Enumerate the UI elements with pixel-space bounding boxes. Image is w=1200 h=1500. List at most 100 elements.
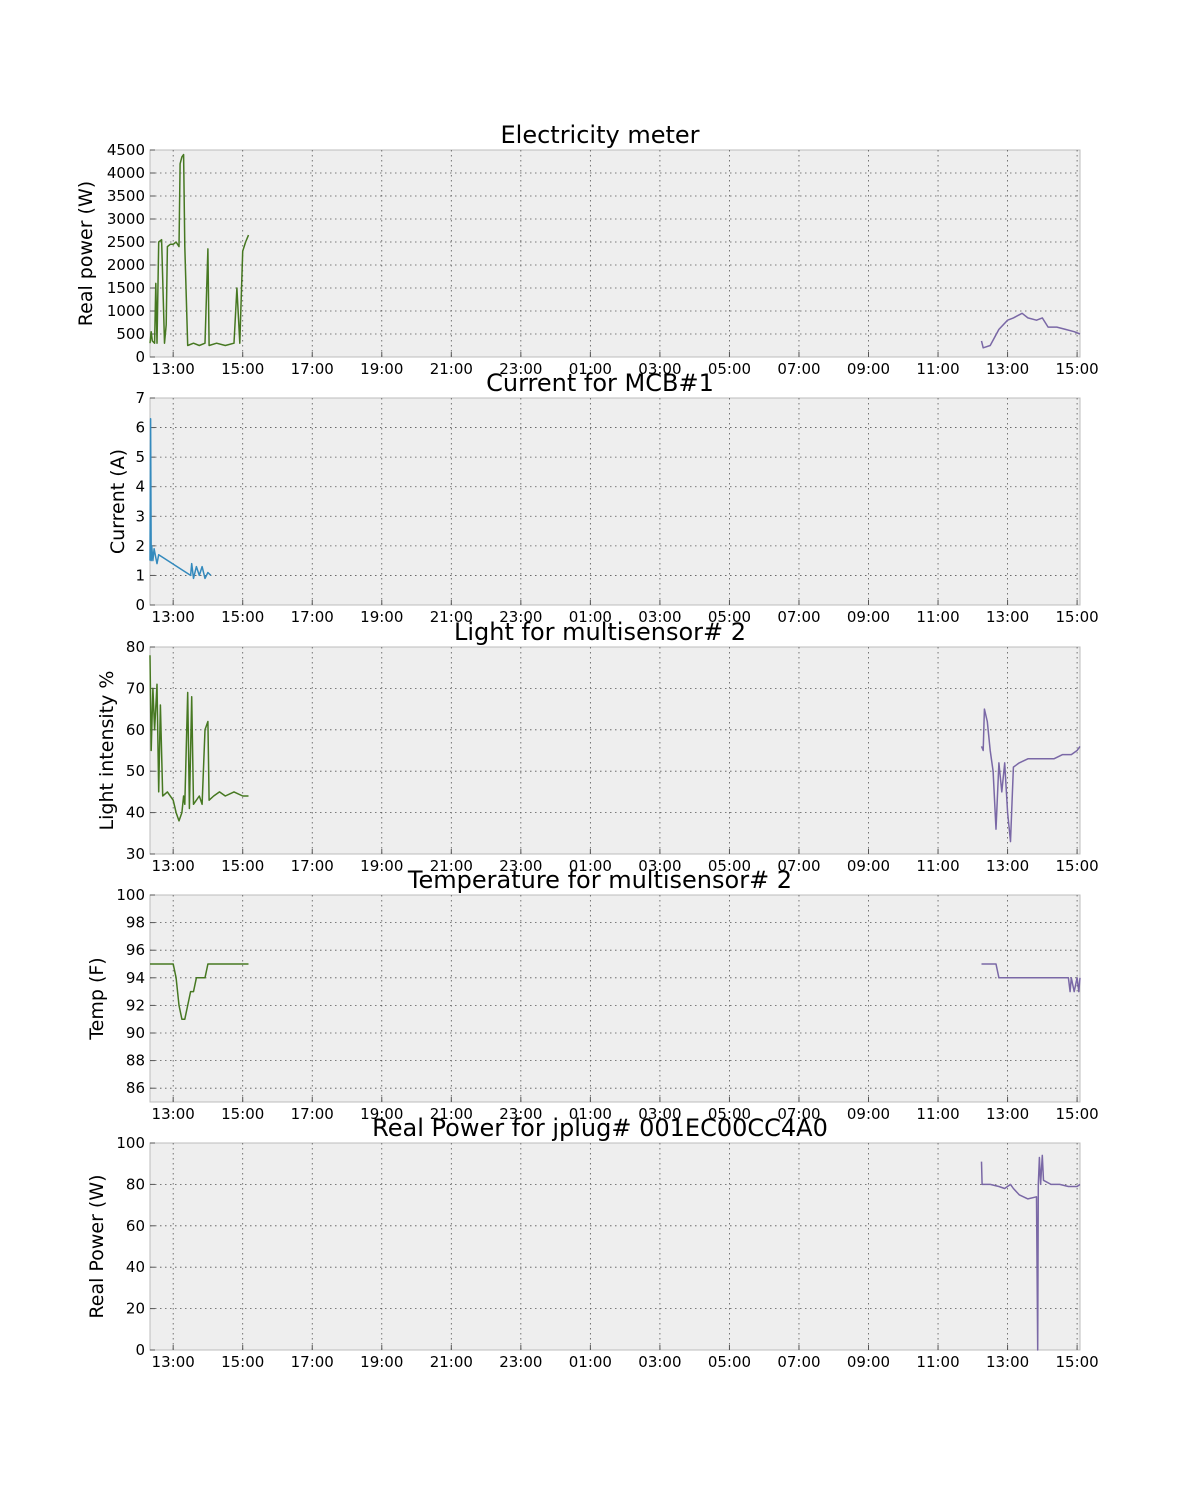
x-tick-label: 07:00 (777, 1105, 820, 1123)
y-tick-label: 98 (126, 914, 145, 932)
x-tick-label: 05:00 (708, 857, 751, 875)
x-tick-label: 09:00 (847, 608, 890, 626)
y-tick-label: 5 (135, 448, 145, 466)
y-tick-label: 60 (126, 1217, 145, 1235)
y-tick-label: 3 (135, 507, 145, 525)
x-tick-label: 19:00 (360, 360, 403, 378)
chart-title: Light for multisensor# 2 (454, 618, 746, 646)
chart-panel-3: 13:00 15:00 17:00 19:00 21:00 23:00 01:00 03:00… (96, 618, 1099, 875)
x-tick-label: 07:00 (777, 857, 820, 875)
x-tick-label: 13:00 (152, 360, 195, 378)
chart-panel-2: 13:00 15:00 17:00 19:00 21:00 23:00 01:00 03:00… (107, 369, 1099, 626)
plot-area (149, 894, 1081, 1103)
x-tick-label: 01:00 (569, 608, 612, 626)
x-tick-label: 21:00 (430, 360, 473, 378)
y-tick-label: 86 (126, 1079, 145, 1097)
y-tick-label: 500 (116, 325, 145, 343)
chart-title: Current for MCB#1 (486, 369, 714, 397)
x-tick-label: 21:00 (430, 857, 473, 875)
x-tick-label: 23:00 (499, 360, 542, 378)
y-axis-label: Current (A) (107, 449, 129, 554)
y-tick-label: 40 (126, 1258, 145, 1276)
x-tick-label: 13:00 (152, 857, 195, 875)
y-tick-label: 0 (135, 348, 145, 366)
x-tick-label: 11:00 (916, 1105, 959, 1123)
y-axis-label: Temp (F) (86, 957, 108, 1040)
x-tick-label: 13:00 (152, 1353, 195, 1371)
y-tick-label: 30 (126, 845, 145, 863)
x-tick-label: 13:00 (152, 1105, 195, 1123)
x-tick-label: 15:00 (221, 1353, 264, 1371)
x-tick-label: 11:00 (916, 360, 959, 378)
y-axis-label: Light intensity % (96, 671, 118, 831)
x-tick-label: 19:00 (360, 857, 403, 875)
y-axis-label: Real power (W) (75, 181, 97, 326)
y-tick-label: 100 (116, 886, 145, 904)
x-tick-label: 13:00 (986, 857, 1029, 875)
y-tick-label: 4 (135, 478, 145, 496)
x-tick-label: 17:00 (291, 608, 334, 626)
x-tick-label: 11:00 (916, 608, 959, 626)
y-tick-label: 7 (135, 389, 145, 407)
x-tick-label: 01:00 (569, 360, 612, 378)
y-tick-label: 0 (135, 596, 145, 614)
x-tick-label: 19:00 (360, 1105, 403, 1123)
y-tick-label: 20 (126, 1300, 145, 1318)
chart-panel-1: 13:00 15:00 17:00 19:00 21:00 23:00 01:00 03:00… (75, 121, 1099, 378)
x-tick-label: 07:00 (777, 608, 820, 626)
y-tick-label: 2500 (107, 233, 145, 251)
x-tick-label: 17:00 (291, 1353, 334, 1371)
chart-panel-4: 13:00 15:00 17:00 19:00 21:00 23:00 01:00 03:00… (86, 866, 1099, 1123)
x-tick-label: 19:00 (360, 1353, 403, 1371)
x-tick-label: 15:00 (221, 360, 264, 378)
series-line-2 (981, 963, 1081, 993)
y-tick-label: 60 (126, 721, 145, 739)
y-tick-label: 80 (126, 1175, 145, 1193)
series-line-1 (149, 153, 250, 347)
x-tick-label: 13:00 (986, 360, 1029, 378)
x-tick-label: 13:00 (986, 1353, 1029, 1371)
y-tick-label: 2 (135, 537, 145, 555)
x-tick-label: 15:00 (221, 608, 264, 626)
y-tick-label: 6 (135, 419, 145, 437)
y-tick-label: 50 (126, 762, 145, 780)
chart-panel-5: 13:00 15:00 17:00 19:00 21:00 23:00 01:00 03:00… (86, 1114, 1099, 1371)
y-axis-label: Real Power (W) (86, 1174, 108, 1318)
x-tick-label: 07:00 (777, 360, 820, 378)
x-tick-label: 15:00 (1055, 1353, 1098, 1371)
x-tick-label: 09:00 (847, 857, 890, 875)
x-tick-label: 23:00 (499, 857, 542, 875)
y-tick-label: 80 (126, 638, 145, 656)
series-line-1 (980, 1154, 1081, 1351)
y-tick-label: 4000 (107, 164, 145, 182)
y-tick-label: 3000 (107, 210, 145, 228)
y-tick-label: 92 (126, 996, 145, 1014)
x-tick-label: 15:00 (1055, 360, 1098, 378)
x-tick-label: 23:00 (499, 608, 542, 626)
x-tick-label: 17:00 (291, 857, 334, 875)
plot-area (149, 1142, 1081, 1351)
y-tick-label: 3500 (107, 187, 145, 205)
x-tick-label: 03:00 (638, 857, 681, 875)
x-tick-label: 21:00 (430, 608, 473, 626)
y-tick-label: 96 (126, 941, 145, 959)
x-tick-label: 15:00 (1055, 1105, 1098, 1123)
x-tick-label: 21:00 (430, 1105, 473, 1123)
x-tick-label: 05:00 (708, 1105, 751, 1123)
x-tick-label: 01:00 (569, 857, 612, 875)
y-tick-label: 0 (135, 1341, 145, 1359)
x-tick-label: 17:00 (291, 1105, 334, 1123)
x-tick-label: 09:00 (847, 360, 890, 378)
x-tick-label: 11:00 (916, 857, 959, 875)
x-tick-label: 03:00 (638, 1105, 681, 1123)
x-tick-label: 13:00 (986, 608, 1029, 626)
series-line-1 (149, 655, 249, 822)
x-tick-label: 23:00 (499, 1353, 542, 1371)
x-tick-label: 23:00 (499, 1105, 542, 1123)
x-tick-label: 11:00 (916, 1353, 959, 1371)
x-tick-label: 05:00 (708, 360, 751, 378)
series-line-1 (150, 963, 249, 1020)
plot-area (149, 646, 1081, 855)
x-tick-label: 09:00 (847, 1353, 890, 1371)
y-tick-label: 88 (126, 1052, 145, 1070)
